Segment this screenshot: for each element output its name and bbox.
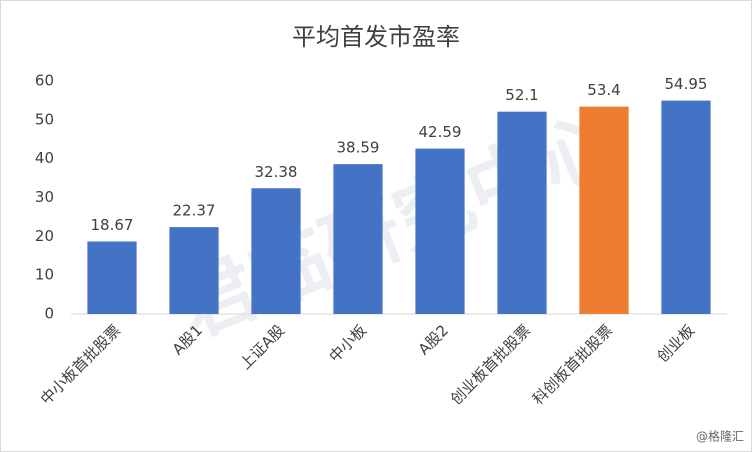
value-label: 52.1 xyxy=(505,86,538,104)
y-tick-label: 0 xyxy=(44,305,54,323)
y-tick-label: 10 xyxy=(35,266,54,284)
value-label: 54.95 xyxy=(665,75,708,93)
y-tick-label: 30 xyxy=(35,188,54,206)
chart-title: 平均首发市盈率 xyxy=(292,23,460,51)
bar xyxy=(497,111,547,314)
value-label: 38.59 xyxy=(337,139,380,157)
bar xyxy=(661,100,711,314)
bar xyxy=(169,227,219,314)
value-label: 53.4 xyxy=(587,81,620,99)
bar xyxy=(251,188,301,314)
value-label: 42.59 xyxy=(419,123,462,141)
value-label: 22.37 xyxy=(173,202,216,220)
bar xyxy=(579,106,629,314)
y-tick-label: 60 xyxy=(35,72,54,90)
bar xyxy=(333,164,383,314)
y-tick-label: 20 xyxy=(35,227,54,245)
source: @格隆汇 xyxy=(696,429,744,444)
y-tick-label: 40 xyxy=(35,149,54,167)
bar xyxy=(415,148,465,314)
value-label: 32.38 xyxy=(255,163,298,181)
y-tick-label: 50 xyxy=(35,110,54,128)
value-label: 18.67 xyxy=(91,216,134,234)
bar xyxy=(87,241,137,314)
